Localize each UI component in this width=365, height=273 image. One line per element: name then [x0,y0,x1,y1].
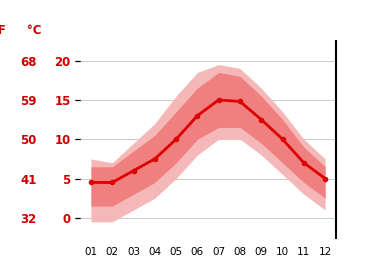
Text: °C: °C [27,24,42,37]
Text: °F: °F [0,24,5,37]
